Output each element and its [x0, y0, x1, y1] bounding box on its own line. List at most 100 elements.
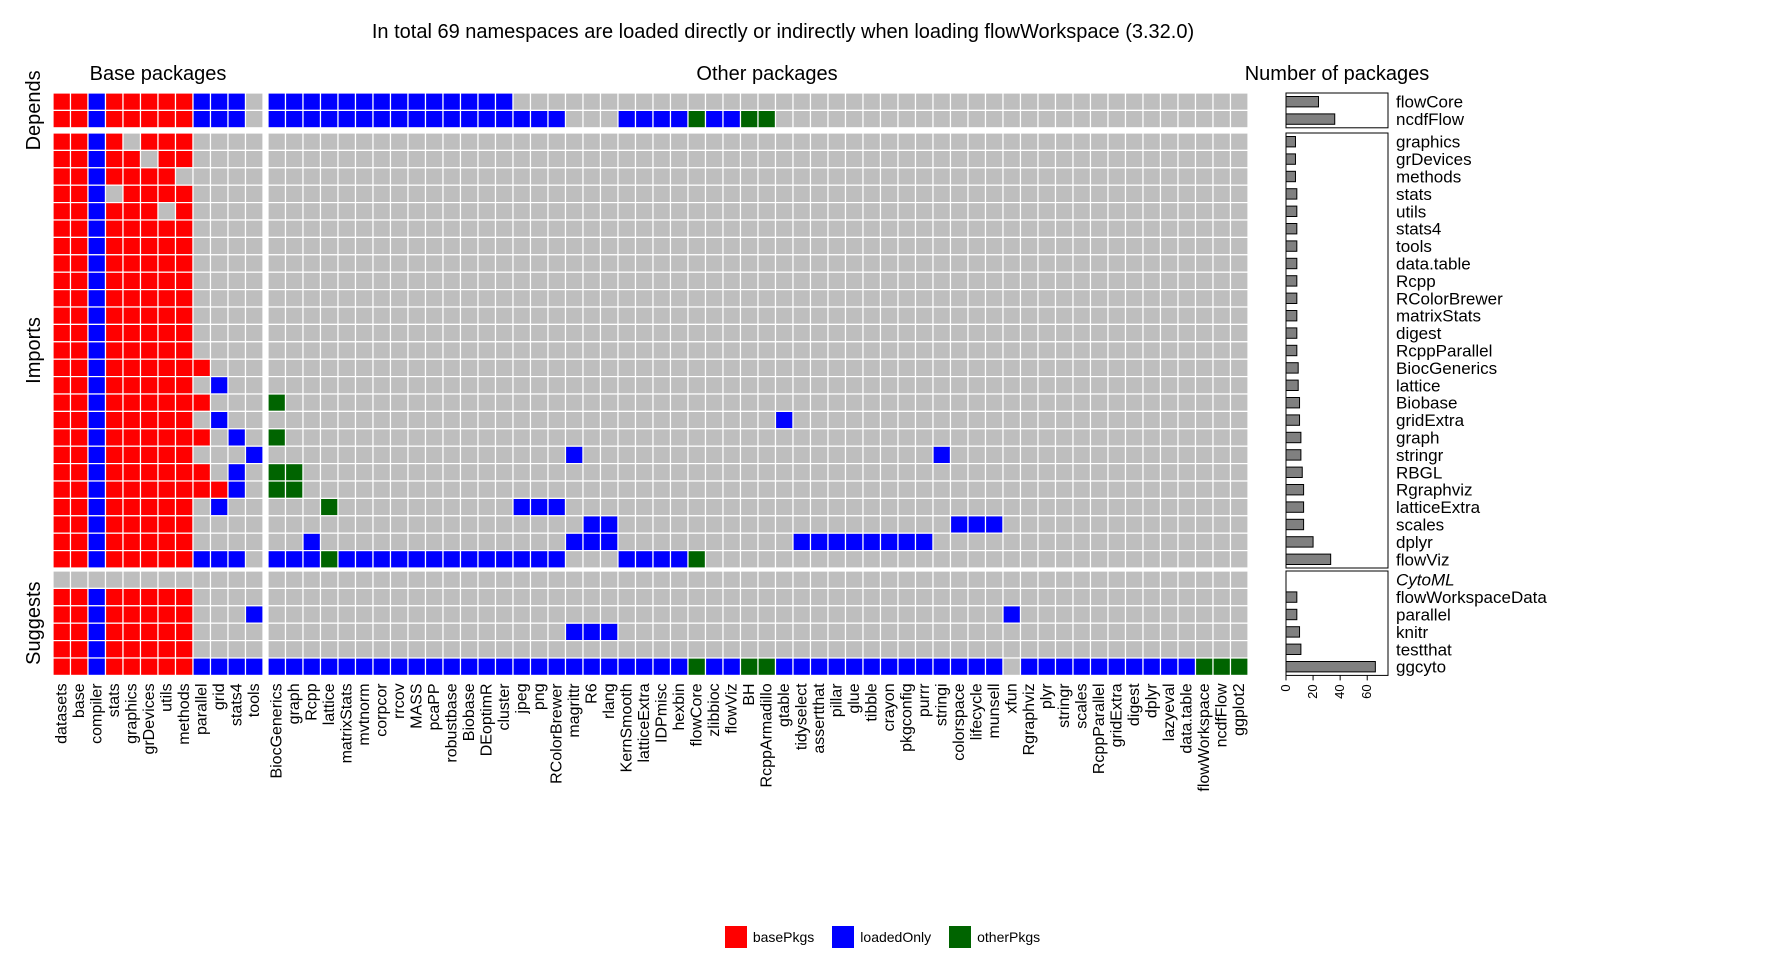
cell-biocgenerics-Rcpp — [302, 358, 322, 378]
cell-stats4-Biobase — [459, 219, 479, 238]
cell-flowviz-tools — [244, 549, 264, 569]
cell-biocgenerics-corpcor — [372, 358, 392, 378]
cell-graphics-pkgconfig — [897, 132, 917, 151]
cell-stats4-rrcov — [389, 219, 409, 238]
cell-ncdfflow-methods — [174, 109, 194, 129]
cell-scales-gridExtra — [1107, 515, 1127, 534]
cell-grdevices-colorspace — [949, 149, 969, 169]
cell-utils-base — [69, 202, 89, 221]
cell-rgraphviz-dplyr — [1142, 480, 1162, 499]
legend-item-otherpkgs: otherPkgs — [949, 926, 1040, 948]
cell-digest-data.table — [1177, 323, 1197, 343]
cell-rgraphviz-xfun — [1002, 480, 1022, 499]
cell-knitr-purrr — [914, 622, 934, 642]
cell-flowcore-rlang — [599, 92, 619, 111]
cell-graph-cluster — [494, 428, 514, 447]
cell-flowviz-colorspace — [949, 549, 969, 569]
cell-cytoml-RcppArmadillo — [757, 570, 777, 589]
cell-testthat-parallel — [192, 639, 212, 659]
cell-stats-stats — [104, 184, 124, 204]
cell-graph-methods — [174, 428, 194, 447]
cell-knitr-IDPmisc — [652, 622, 672, 642]
cell-flowviz-glue — [844, 549, 864, 569]
cell-stringr-parallel — [192, 445, 212, 465]
cell-dplyr-DEoptimR — [477, 532, 497, 552]
cell-rgraphviz-grid — [209, 480, 229, 499]
cell-dplyr-plyr — [1037, 532, 1057, 552]
cell-testthat-munsell — [984, 639, 1004, 659]
row-label-stats: stats — [1396, 185, 1432, 204]
cell-rbgl-zlibbioc — [704, 463, 724, 482]
cell-data-table-tidyselect — [792, 254, 812, 273]
cell-testthat-cluster — [494, 639, 514, 659]
cell-graphics-jpeg — [512, 132, 532, 151]
cell-ggcyto-lazyeval — [1159, 657, 1179, 676]
cell-graph-xfun — [1002, 428, 1022, 447]
cell-scales-pcaPP — [424, 515, 444, 534]
cell-graphics-magrittr — [564, 132, 584, 151]
cell-tools-Biobase — [459, 236, 479, 256]
cell-ggcyto-mvtnorm — [354, 657, 374, 676]
cell-biocgenerics-dplyr — [1142, 358, 1162, 378]
cell-stats4-mvtnorm — [354, 219, 374, 238]
cell-rcolorbrewer-Rgraphviz — [1019, 289, 1039, 308]
cell-parallel-colorspace — [949, 605, 969, 624]
cell-data-table-MASS — [407, 254, 427, 273]
cell-ncdfflow-BiocGenerics — [267, 109, 287, 129]
cell-stringr-stats4 — [227, 445, 247, 465]
cell-rbgl-lifecycle — [967, 463, 987, 482]
cell-stringr-datasets — [52, 445, 72, 465]
cell-ggcyto-R6 — [582, 657, 602, 676]
cell-cytoml-IDPmisc — [652, 570, 672, 589]
cell-biocgenerics-stringr — [1054, 358, 1074, 378]
cell-data-table-ncdfFlow — [1212, 254, 1232, 273]
cell-flowworkspacedata-Rgraphviz — [1019, 587, 1039, 607]
cell-stats-graph — [284, 184, 304, 204]
cell-graphics-stats — [104, 132, 124, 151]
cell-flowcore-grDevices — [139, 92, 159, 111]
cell-scales-munsell — [984, 515, 1004, 534]
cell-scales-matrixStats — [337, 515, 357, 534]
column-label-tools: tools — [246, 683, 263, 717]
cell-parallel-tools — [244, 605, 264, 624]
cell-graphics-matrixStats — [337, 132, 357, 151]
cell-rcpp-ncdfFlow — [1212, 271, 1232, 291]
cell-flowcore-scales — [1072, 92, 1092, 111]
bar-tools — [1285, 240, 1298, 252]
cell-rcppparallel-stringi — [932, 341, 952, 360]
cell-biocgenerics-assertthat — [809, 358, 829, 378]
cell-ggcyto-IDPmisc — [652, 657, 672, 676]
cell-lattice-MASS — [407, 376, 427, 395]
cell-flowviz-zlibbioc — [704, 549, 724, 569]
cell-rbgl-KernSmooth — [617, 463, 637, 482]
cell-graphics-rrcov — [389, 132, 409, 151]
cell-tools-flowWorkspace — [1194, 236, 1214, 256]
cell-graphics-R6 — [582, 132, 602, 151]
cell-knitr-BiocGenerics — [267, 622, 287, 642]
cell-utils-purrr — [914, 202, 934, 221]
cell-knitr-Biobase — [459, 622, 479, 642]
cell-cytoml-pkgconfig — [897, 570, 917, 589]
cell-graphics-flowViz — [722, 132, 742, 151]
cell-rcppparallel-dplyr — [1142, 341, 1162, 360]
cell-stringr-lattice — [319, 445, 339, 465]
column-label-datasets: datasets — [54, 683, 71, 743]
cell-biocgenerics-mvtnorm — [354, 358, 374, 378]
cell-dplyr-dplyr — [1142, 532, 1162, 552]
cell-ggcyto-stringi — [932, 657, 952, 676]
cell-rcolorbrewer-utils — [157, 289, 177, 308]
cell-testthat-DEoptimR — [477, 639, 497, 659]
cell-matrixstats-crayon — [879, 306, 899, 325]
cell-parallel-KernSmooth — [617, 605, 637, 624]
cell-stats-utils — [157, 184, 177, 204]
cell-rgraphviz-RColorBrewer — [547, 480, 567, 499]
cell-biocgenerics-latticeExtra — [634, 358, 654, 378]
cell-rcpp-colorspace — [949, 271, 969, 291]
cell-methods-MASS — [407, 167, 427, 186]
cell-methods-stringr — [1054, 167, 1074, 186]
cell-rcppparallel-grDevices — [139, 341, 159, 360]
cell-rbgl-BiocGenerics — [267, 463, 287, 482]
cell-flowworkspacedata-MASS — [407, 587, 427, 607]
cell-rcppparallel-RColorBrewer — [547, 341, 567, 360]
cell-biobase-Biobase — [459, 393, 479, 412]
